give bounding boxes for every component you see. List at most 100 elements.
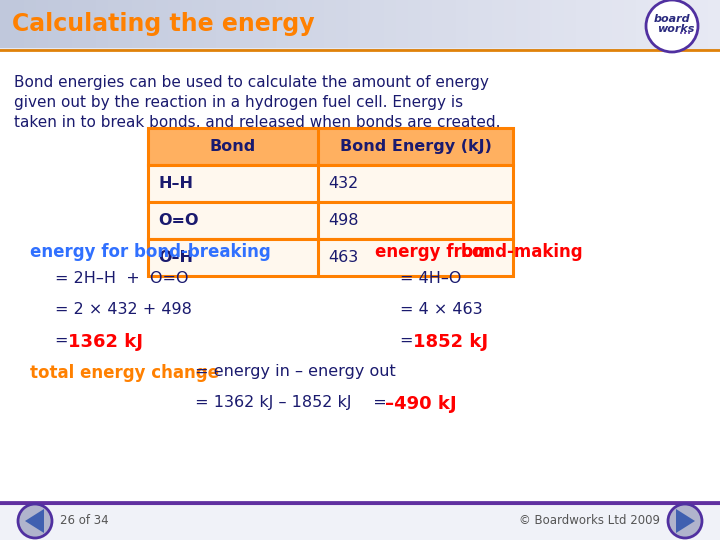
FancyBboxPatch shape [516,0,529,48]
FancyBboxPatch shape [480,0,493,48]
FancyBboxPatch shape [108,0,121,48]
FancyBboxPatch shape [696,0,709,48]
FancyBboxPatch shape [180,0,193,48]
FancyBboxPatch shape [348,0,361,48]
FancyBboxPatch shape [624,0,637,48]
FancyBboxPatch shape [384,0,397,48]
FancyBboxPatch shape [552,0,565,48]
FancyBboxPatch shape [0,0,13,48]
Polygon shape [676,509,695,533]
FancyBboxPatch shape [336,0,349,48]
Text: 432: 432 [328,176,359,191]
FancyBboxPatch shape [288,0,301,48]
Text: =: = [363,395,392,410]
FancyBboxPatch shape [48,0,61,48]
FancyBboxPatch shape [708,0,720,48]
FancyBboxPatch shape [72,0,85,48]
FancyBboxPatch shape [252,0,265,48]
Polygon shape [25,509,44,533]
FancyBboxPatch shape [648,0,661,48]
Text: = 4H–O: = 4H–O [400,271,462,286]
Text: board: board [654,14,690,24]
FancyBboxPatch shape [148,239,513,276]
Text: =: = [400,333,418,348]
FancyBboxPatch shape [468,0,481,48]
FancyBboxPatch shape [24,0,37,48]
FancyBboxPatch shape [168,0,181,48]
Text: 26 of 34: 26 of 34 [60,515,109,528]
FancyBboxPatch shape [612,0,625,48]
Text: –490 kJ: –490 kJ [385,395,456,413]
Text: energy for bond-breaking: energy for bond-breaking [30,243,271,261]
Text: O–H: O–H [158,250,193,265]
FancyBboxPatch shape [540,0,553,48]
Text: = 2H–H  +  O=O: = 2H–H + O=O [55,271,189,286]
FancyBboxPatch shape [672,0,685,48]
Text: = 2 × 432 + 498: = 2 × 432 + 498 [55,302,192,317]
FancyBboxPatch shape [148,165,513,202]
FancyBboxPatch shape [504,0,517,48]
Circle shape [668,504,702,538]
FancyBboxPatch shape [132,0,145,48]
FancyBboxPatch shape [432,0,445,48]
FancyBboxPatch shape [576,0,589,48]
Text: Bond: Bond [210,139,256,154]
Text: energy from: energy from [375,243,496,261]
FancyBboxPatch shape [84,0,97,48]
FancyBboxPatch shape [216,0,229,48]
Text: H–H: H–H [158,176,193,191]
Text: = 1362 kJ – 1852 kJ: = 1362 kJ – 1852 kJ [190,395,351,410]
FancyBboxPatch shape [264,0,277,48]
FancyBboxPatch shape [300,0,313,48]
FancyBboxPatch shape [36,0,49,48]
Text: 1362 kJ: 1362 kJ [68,333,143,351]
Circle shape [18,504,52,538]
FancyBboxPatch shape [192,0,205,48]
FancyBboxPatch shape [564,0,577,48]
Text: © Boardworks Ltd 2009: © Boardworks Ltd 2009 [519,515,660,528]
FancyBboxPatch shape [456,0,469,48]
Circle shape [646,0,698,52]
Text: works: works [657,24,695,34]
Text: Calculating the energy: Calculating the energy [12,12,315,36]
FancyBboxPatch shape [312,0,325,48]
Text: Bond energies can be used to calculate the amount of energy: Bond energies can be used to calculate t… [14,75,489,90]
FancyBboxPatch shape [148,202,513,239]
FancyBboxPatch shape [372,0,385,48]
Text: •••: ••• [679,31,691,37]
FancyBboxPatch shape [148,128,513,165]
FancyBboxPatch shape [636,0,649,48]
FancyBboxPatch shape [600,0,613,48]
FancyBboxPatch shape [420,0,433,48]
FancyBboxPatch shape [408,0,421,48]
FancyBboxPatch shape [60,0,73,48]
FancyBboxPatch shape [96,0,109,48]
FancyBboxPatch shape [684,0,697,48]
Text: O=O: O=O [158,213,199,228]
FancyBboxPatch shape [240,0,253,48]
Text: given out by the reaction in a hydrogen fuel cell. Energy is: given out by the reaction in a hydrogen … [14,95,463,110]
Text: 463: 463 [328,250,359,265]
FancyBboxPatch shape [396,0,409,48]
FancyBboxPatch shape [276,0,289,48]
FancyBboxPatch shape [588,0,601,48]
Text: taken in to break bonds, and released when bonds are created.: taken in to break bonds, and released wh… [14,115,500,130]
FancyBboxPatch shape [360,0,373,48]
Text: = 4 × 463: = 4 × 463 [400,302,482,317]
Text: 1852 kJ: 1852 kJ [413,333,488,351]
Text: 498: 498 [328,213,359,228]
FancyBboxPatch shape [324,0,337,48]
FancyBboxPatch shape [444,0,457,48]
FancyBboxPatch shape [144,0,157,48]
FancyBboxPatch shape [120,0,133,48]
FancyBboxPatch shape [528,0,541,48]
Text: =: = [55,333,73,348]
Text: = energy in – energy out: = energy in – energy out [190,364,396,379]
Text: bond-making: bond-making [461,243,584,261]
FancyBboxPatch shape [0,50,720,502]
FancyBboxPatch shape [204,0,217,48]
FancyBboxPatch shape [492,0,505,48]
FancyBboxPatch shape [228,0,241,48]
Text: Bond Energy (kJ): Bond Energy (kJ) [340,139,492,154]
FancyBboxPatch shape [12,0,25,48]
